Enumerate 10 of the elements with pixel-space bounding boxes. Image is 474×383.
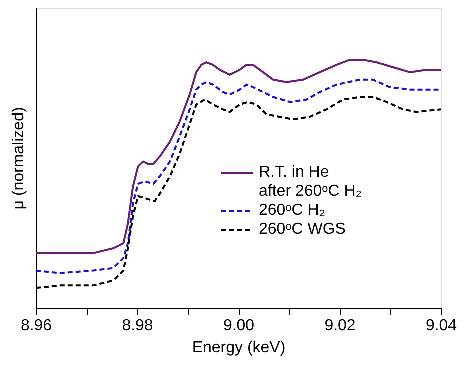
legend-label: 260ᵒC H₂	[259, 202, 326, 219]
legend-label: 260ᵒC WGS	[259, 221, 346, 238]
legend-label: R.T. in He after 260ᵒC H₂	[259, 164, 362, 200]
x-tick-label: 8.96	[20, 318, 52, 334]
x-tick-label: 9.00	[223, 318, 255, 334]
x-tick-label: 9.04	[426, 318, 458, 334]
x-tick-label: 9.02	[324, 318, 356, 334]
y-axis-title: μ (normalized)	[10, 107, 28, 210]
x-tick-label: 8.98	[122, 318, 154, 334]
x-axis-title: Energy (keV)	[192, 340, 286, 356]
